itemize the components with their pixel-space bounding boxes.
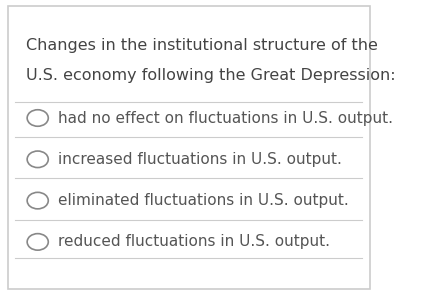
- FancyBboxPatch shape: [7, 6, 370, 289]
- Text: Changes in the institutional structure of the: Changes in the institutional structure o…: [26, 38, 378, 53]
- Text: reduced fluctuations in U.S. output.: reduced fluctuations in U.S. output.: [59, 235, 330, 249]
- Text: U.S. economy following the Great Depression:: U.S. economy following the Great Depress…: [26, 68, 396, 83]
- Text: eliminated fluctuations in U.S. output.: eliminated fluctuations in U.S. output.: [59, 193, 349, 208]
- Text: increased fluctuations in U.S. output.: increased fluctuations in U.S. output.: [59, 152, 342, 167]
- Text: had no effect on fluctuations in U.S. output.: had no effect on fluctuations in U.S. ou…: [59, 111, 394, 125]
